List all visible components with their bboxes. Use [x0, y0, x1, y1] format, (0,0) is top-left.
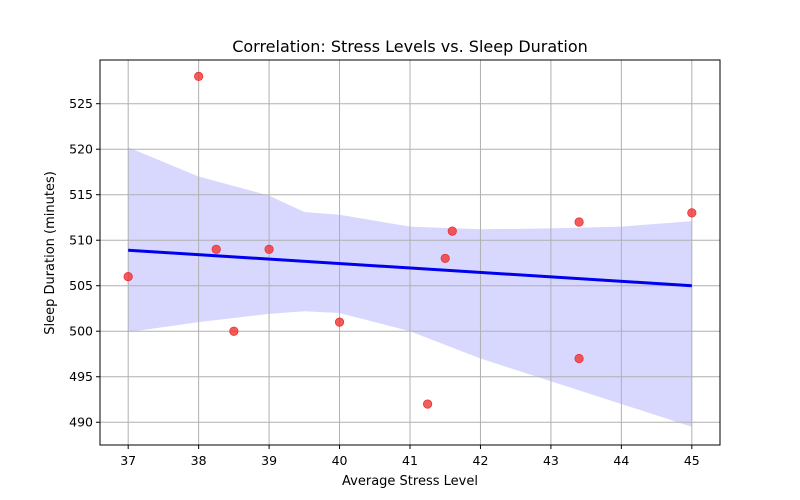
x-tick-label: 37	[120, 453, 136, 468]
data-point	[574, 217, 584, 227]
data-point	[123, 272, 133, 282]
grid-layer	[100, 60, 720, 445]
y-axis-label: Sleep Duration (minutes)	[43, 171, 58, 335]
x-tick-label: 39	[261, 453, 277, 468]
y-tick-label: 490	[69, 415, 93, 430]
y-tick-label: 520	[69, 142, 93, 157]
data-point	[264, 244, 274, 254]
y-tick-label: 505	[69, 278, 93, 293]
x-tick-label: 45	[684, 453, 700, 468]
data-point	[194, 71, 204, 81]
x-tick-label: 38	[191, 453, 207, 468]
y-ticks: 490 495 500 505 510 515 520 525	[69, 96, 100, 430]
data-point	[687, 208, 697, 218]
x-tick-label: 41	[402, 453, 418, 468]
y-tick-label: 515	[69, 187, 93, 202]
y-tick-label: 510	[69, 233, 93, 248]
x-tick-label: 44	[613, 453, 629, 468]
data-point	[423, 399, 433, 409]
x-tick-label: 43	[543, 453, 559, 468]
data-point	[574, 353, 584, 364]
y-tick-label: 495	[69, 369, 93, 384]
x-tick-label: 42	[473, 453, 489, 468]
data-point	[334, 317, 345, 327]
x-tick-label: 40	[332, 453, 348, 468]
data-point	[211, 244, 221, 254]
data-point	[440, 253, 450, 264]
chart-title: Correlation: Stress Levels vs. Sleep Dur…	[232, 37, 588, 56]
data-point	[229, 326, 239, 336]
regression-line	[128, 248, 692, 288]
data-point	[447, 226, 457, 236]
regression-line-layer	[128, 248, 692, 288]
x-axis-label: Average Stress Level	[342, 474, 478, 489]
y-tick-label: 500	[69, 324, 93, 339]
y-tick-label: 525	[69, 96, 93, 111]
x-ticks: 37 38 39 40 41 42 43 44 45	[120, 445, 700, 468]
points-layer	[123, 71, 697, 409]
